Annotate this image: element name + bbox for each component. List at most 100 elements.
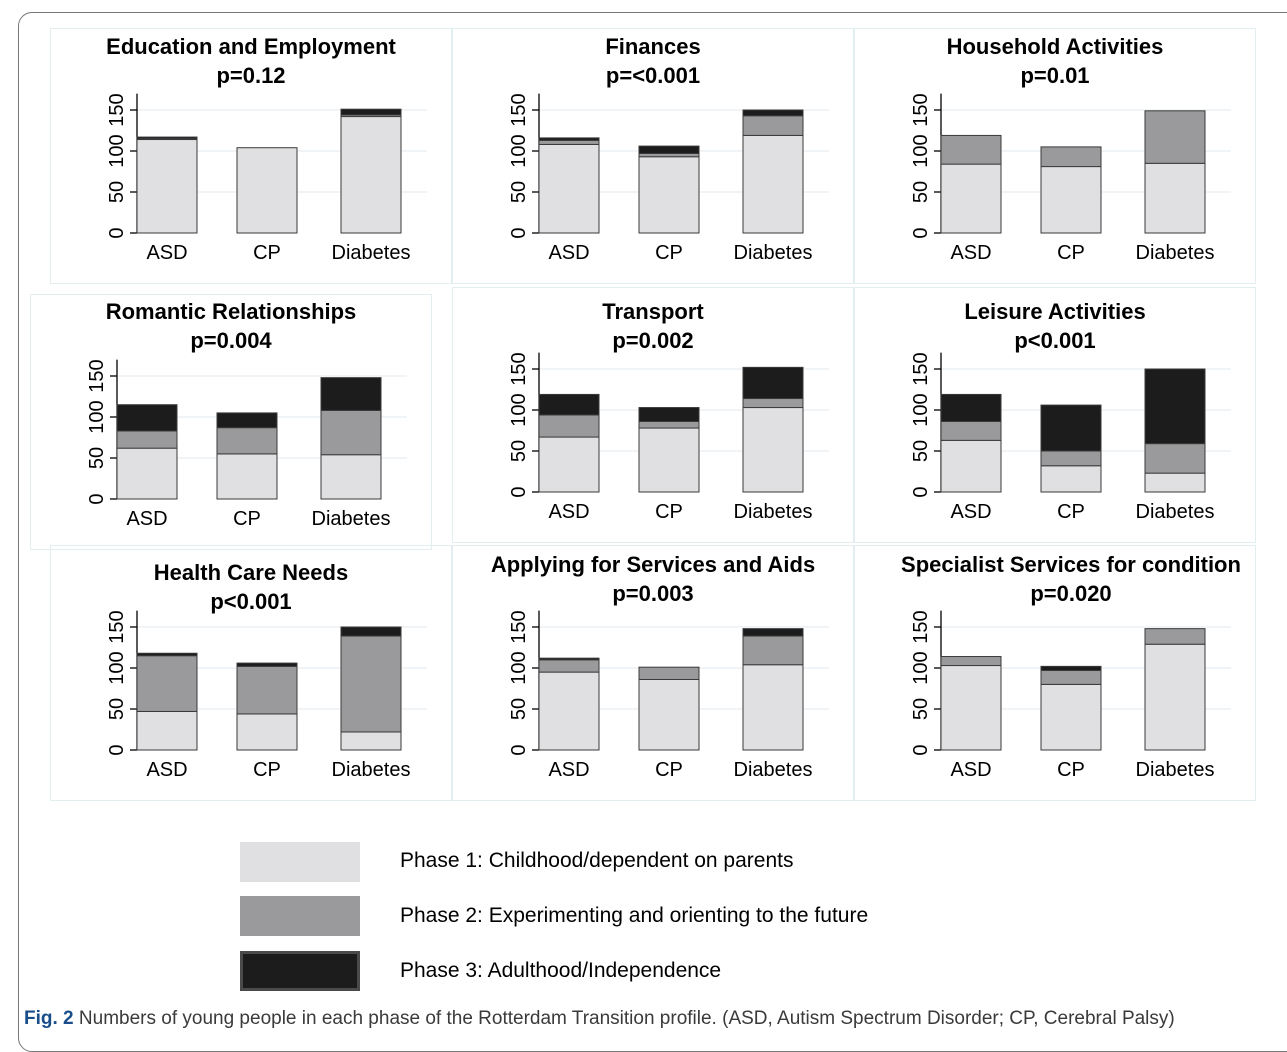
y-tick-label: 50 bbox=[508, 440, 530, 462]
bar-segment bbox=[638, 427, 700, 493]
bar-chart: 0 50 100 150 ASD CP Diabetes bbox=[910, 93, 1231, 264]
chart-subtitle: p=0.002 bbox=[612, 328, 694, 353]
x-tick-label: ASD bbox=[146, 759, 187, 781]
bar-segment bbox=[538, 137, 600, 141]
panel-title: Leisure Activities p<0.001 bbox=[855, 297, 1255, 355]
y-tick-label: 50 bbox=[106, 181, 128, 203]
panel-finances: Finances p=<0.001 0 50 100 150 ASD CP Diabetes bbox=[452, 28, 854, 284]
bar-segment bbox=[320, 454, 382, 500]
chart-subtitle: p=0.12 bbox=[216, 63, 286, 88]
bar-segment bbox=[236, 713, 298, 751]
x-tick-label: Diabetes bbox=[332, 759, 411, 781]
x-tick-label: CP bbox=[253, 242, 281, 264]
bar-segment bbox=[638, 666, 700, 680]
bar-segment bbox=[742, 134, 804, 234]
bar-segment bbox=[538, 659, 600, 673]
bar-segment bbox=[1040, 166, 1102, 234]
bar-segment bbox=[1040, 450, 1102, 467]
bar-segment bbox=[340, 635, 402, 733]
x-tick-label: ASD bbox=[950, 501, 991, 523]
bar-segment bbox=[940, 420, 1002, 441]
caption-label: Fig. 2 bbox=[24, 1008, 74, 1029]
legend-label-phase2: Phase 2: Experimenting and orienting to … bbox=[400, 904, 869, 927]
bar-segment bbox=[136, 655, 198, 712]
bar-segment bbox=[216, 427, 278, 455]
figure-caption: Fig. 2 Numbers of young people in each p… bbox=[24, 1008, 1175, 1030]
bar-segment bbox=[538, 657, 600, 661]
bar-segment bbox=[1144, 643, 1206, 751]
chart-title: Household Activities bbox=[946, 34, 1164, 59]
y-tick-label: 50 bbox=[910, 698, 932, 720]
bar-segment bbox=[940, 665, 1002, 751]
x-tick-label: CP bbox=[655, 242, 683, 264]
x-tick-label: Diabetes bbox=[734, 242, 813, 264]
caption-text: Numbers of young people in each phase of… bbox=[73, 1008, 1175, 1029]
chart-subtitle: p<0.001 bbox=[210, 589, 292, 614]
bar-chart: 0 50 100 150 ASD CP Diabetes bbox=[106, 93, 427, 264]
bar-chart: 0 50 100 150 ASD CP Diabetes bbox=[86, 359, 407, 530]
bar-segment bbox=[116, 447, 178, 500]
bar-segment bbox=[538, 414, 600, 438]
y-tick-label: 100 bbox=[910, 651, 932, 684]
panel-health-care-needs: Health Care Needs p<0.001 0 50 100 150 ASD CP… bbox=[50, 545, 452, 801]
bar-chart: 0 50 100 150 ASD CP Diabetes bbox=[910, 610, 1231, 781]
bar-segment bbox=[638, 407, 700, 422]
y-tick-label: 100 bbox=[106, 651, 128, 684]
panel-household-activities: Household Activities p=0.01 0 50 100 150 ASD… bbox=[854, 28, 1256, 284]
panel-title: Finances p=<0.001 bbox=[453, 32, 853, 90]
bar-segment bbox=[538, 436, 600, 493]
x-tick-label: CP bbox=[253, 759, 281, 781]
x-tick-label: ASD bbox=[126, 508, 167, 530]
y-tick-label: 100 bbox=[910, 393, 932, 426]
x-tick-label: Diabetes bbox=[1136, 759, 1215, 781]
x-tick-label: CP bbox=[655, 759, 683, 781]
y-tick-label: 0 bbox=[106, 227, 128, 238]
x-tick-label: CP bbox=[1057, 501, 1085, 523]
bar-segment bbox=[136, 710, 198, 751]
x-tick-label: Diabetes bbox=[734, 501, 813, 523]
bar-segment bbox=[638, 678, 700, 751]
legend-label-phase1: Phase 1: Childhood/dependent on parents bbox=[400, 849, 794, 872]
panel-title: Specialist Services for condition p=0.02… bbox=[871, 550, 1271, 608]
bar-segment bbox=[236, 147, 298, 234]
bar-segment bbox=[236, 665, 298, 715]
bar-segment bbox=[742, 109, 804, 117]
bar-segment bbox=[320, 409, 382, 456]
y-tick-label: 150 bbox=[910, 610, 932, 643]
bar-segment bbox=[340, 626, 402, 637]
chart-title: Applying for Services and Aids bbox=[490, 552, 816, 577]
panel-transport: Transport p=0.002 0 50 100 150 ASD CP Diabetes bbox=[452, 287, 854, 543]
legend-swatch-phase3 bbox=[240, 951, 360, 991]
y-tick-label: 50 bbox=[910, 440, 932, 462]
x-tick-label: ASD bbox=[950, 759, 991, 781]
x-tick-label: ASD bbox=[146, 242, 187, 264]
panel-education-employment: Education and Employment p=0.12 0 50 100 15… bbox=[50, 28, 452, 284]
x-tick-label: ASD bbox=[548, 759, 589, 781]
bar-segment bbox=[136, 652, 198, 657]
panel-title: Education and Employment p=0.12 bbox=[51, 32, 451, 90]
x-tick-label: ASD bbox=[548, 501, 589, 523]
x-tick-label: CP bbox=[233, 508, 261, 530]
bar-segment bbox=[1144, 368, 1206, 445]
y-tick-label: 50 bbox=[508, 698, 530, 720]
chart-subtitle: p=<0.001 bbox=[605, 63, 701, 88]
bar-segment bbox=[940, 393, 1002, 422]
x-tick-label: Diabetes bbox=[734, 759, 813, 781]
bar-segment bbox=[340, 108, 402, 116]
chart-subtitle: p=0.003 bbox=[612, 581, 694, 606]
chart-title: Leisure Activities bbox=[964, 299, 1146, 324]
panel-title: Romantic Relationships p=0.004 bbox=[31, 297, 431, 355]
bar-chart: 0 50 100 150 ASD CP Diabetes bbox=[508, 93, 829, 264]
bar-segment bbox=[236, 662, 298, 667]
y-tick-label: 0 bbox=[910, 486, 932, 497]
bar-segment bbox=[1040, 665, 1102, 671]
chart-subtitle: p=0.01 bbox=[1020, 63, 1090, 88]
y-tick-label: 100 bbox=[86, 400, 108, 433]
chart-subtitle: p=0.004 bbox=[190, 328, 272, 353]
y-tick-label: 150 bbox=[106, 610, 128, 643]
bar-segment bbox=[1144, 110, 1206, 164]
x-tick-label: ASD bbox=[548, 242, 589, 264]
bar-segment bbox=[638, 145, 700, 154]
x-tick-label: ASD bbox=[950, 242, 991, 264]
bar-segment bbox=[320, 377, 382, 411]
